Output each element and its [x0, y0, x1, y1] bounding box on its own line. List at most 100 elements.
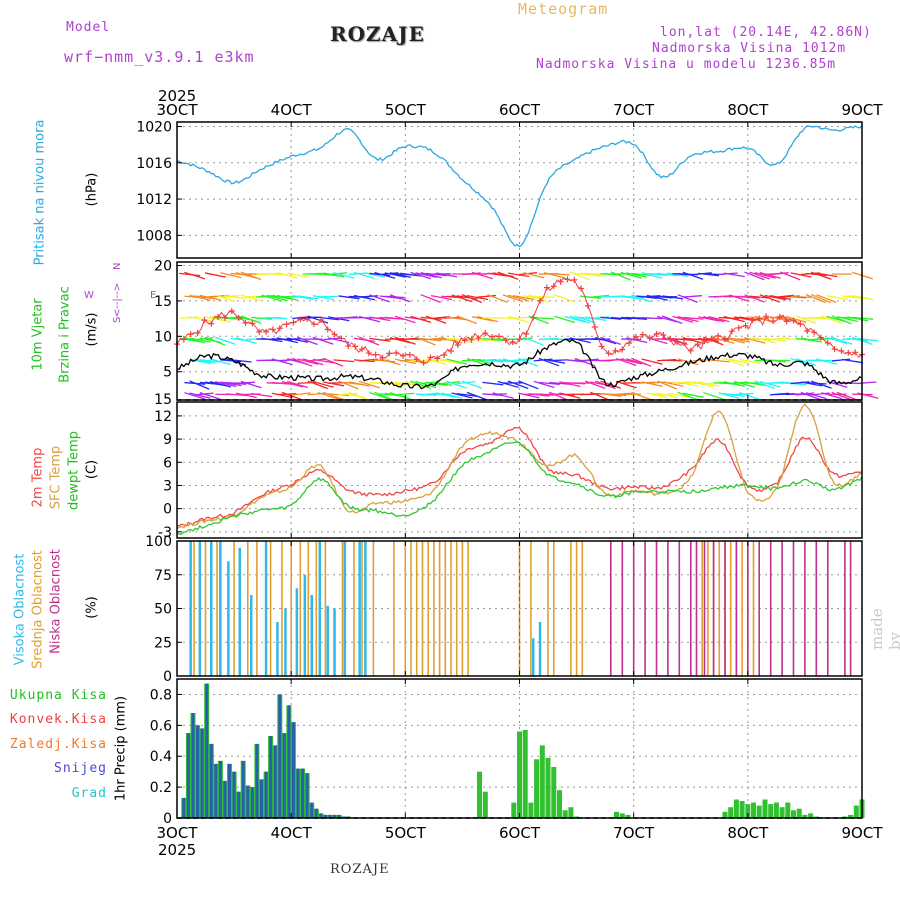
y-tick-label: 0	[163, 811, 172, 827]
precip-conv-bar	[269, 736, 273, 818]
wind-barb	[497, 271, 519, 280]
wind-speed-line	[176, 338, 863, 390]
high-cloud-bar	[227, 561, 230, 677]
gust-marker	[393, 349, 400, 356]
wind-barb	[646, 294, 668, 301]
mid-cloud-bar	[581, 541, 584, 676]
mid-cloud-bar	[752, 541, 755, 676]
wind-barb	[564, 315, 586, 323]
wind-barb	[672, 315, 694, 323]
precip-total-bar	[791, 810, 796, 818]
low-cloud-bar	[849, 541, 852, 676]
wind-barb	[286, 380, 308, 389]
low-cloud-bar	[621, 541, 624, 676]
wind-barb	[759, 271, 781, 279]
mid-cloud-bar	[372, 541, 375, 676]
gust-marker	[311, 321, 317, 328]
wind-barb	[610, 271, 631, 281]
wind-barb	[810, 293, 832, 304]
wind-barb	[189, 358, 211, 365]
wind-barb	[302, 358, 324, 366]
y-tick-label: 9	[163, 432, 172, 448]
gust-marker	[571, 276, 578, 283]
wind-barb	[733, 380, 756, 388]
wind-barb	[333, 271, 355, 279]
wind-barb	[364, 272, 386, 278]
wind-barb	[621, 295, 643, 300]
precip-total-bar	[625, 814, 631, 818]
gust-marker	[187, 331, 194, 338]
station-title: ROZAJE	[330, 22, 425, 46]
y-tick-label: 5	[163, 365, 172, 381]
precip-conv-bar	[255, 743, 259, 818]
wind-barb	[631, 272, 653, 277]
wind-barb	[287, 337, 309, 343]
wind-barb	[610, 316, 632, 320]
gust-marker	[454, 342, 461, 349]
wind-barb	[189, 337, 211, 343]
wind-barb	[600, 380, 622, 389]
gust-marker	[276, 325, 283, 332]
wind-barb	[723, 357, 745, 367]
mid-cloud-bar	[204, 541, 207, 676]
wind-barb	[810, 380, 832, 389]
wind-barb	[456, 392, 478, 397]
wind-barb	[754, 337, 776, 344]
wind-barb	[523, 336, 544, 346]
wind-barb	[369, 392, 391, 400]
wind-barb	[795, 357, 817, 367]
model-elevation: Nadmorska Visina u modelu 1236.85m	[536, 57, 837, 72]
gust-marker	[249, 320, 256, 327]
wind-barb	[805, 293, 827, 304]
gust-marker	[619, 346, 626, 353]
high-cloud-bar	[189, 541, 192, 676]
precip-conv-bar	[328, 814, 332, 818]
wind-barb	[631, 357, 652, 367]
wind-barb	[677, 391, 698, 401]
wind-barb	[698, 316, 720, 322]
gust-marker	[660, 331, 667, 338]
legend-freezing-rain: Zaledj.Kisa	[9, 737, 107, 752]
wind-barb	[821, 392, 843, 400]
precip-total-bar	[745, 804, 751, 818]
wind-barb	[400, 272, 422, 277]
mid-cloud-bar	[707, 541, 709, 676]
gust-marker	[722, 336, 728, 343]
mid-cloud-bar	[547, 541, 549, 676]
wind-barb	[548, 391, 570, 402]
wind-barb	[662, 295, 684, 300]
precip-conv-bar	[264, 771, 268, 818]
wind-barb	[559, 392, 581, 399]
x-tick-label-bottom: 6OCT	[499, 824, 541, 842]
wind-barb	[184, 271, 206, 280]
gust-marker	[742, 322, 749, 329]
gust-marker	[591, 323, 598, 330]
wind-barb	[569, 271, 590, 281]
mid-cloud-bar	[353, 541, 355, 676]
y-tick-label: 25	[154, 635, 172, 651]
wind-barb	[595, 336, 617, 345]
wind-barb	[189, 380, 210, 390]
gust-marker	[845, 349, 852, 356]
compass-south: S	[112, 317, 123, 323]
gust-marker	[489, 333, 496, 340]
mid-cloud-bar	[193, 541, 195, 676]
mid-cloud-bar	[247, 541, 249, 676]
wind-barb	[831, 358, 851, 362]
wind-barb	[297, 381, 318, 384]
wind-barb	[852, 294, 874, 301]
mid-cloud-bar	[415, 541, 418, 676]
wind-barb	[441, 358, 463, 365]
low-cloud-bar	[695, 541, 698, 676]
precip-total-bar	[528, 802, 534, 818]
high-cloud-bar	[333, 608, 336, 676]
legend-snow: Snijeg	[54, 761, 107, 776]
dewpt-line	[176, 441, 863, 535]
gust-marker	[427, 354, 434, 361]
wind-barb	[518, 392, 540, 399]
gust-marker	[372, 351, 379, 358]
wind-barb	[240, 271, 262, 281]
wind-barb	[677, 294, 698, 304]
precip-total-bar	[619, 813, 625, 818]
x-tick-label-bottom: 7OCT	[613, 824, 655, 842]
